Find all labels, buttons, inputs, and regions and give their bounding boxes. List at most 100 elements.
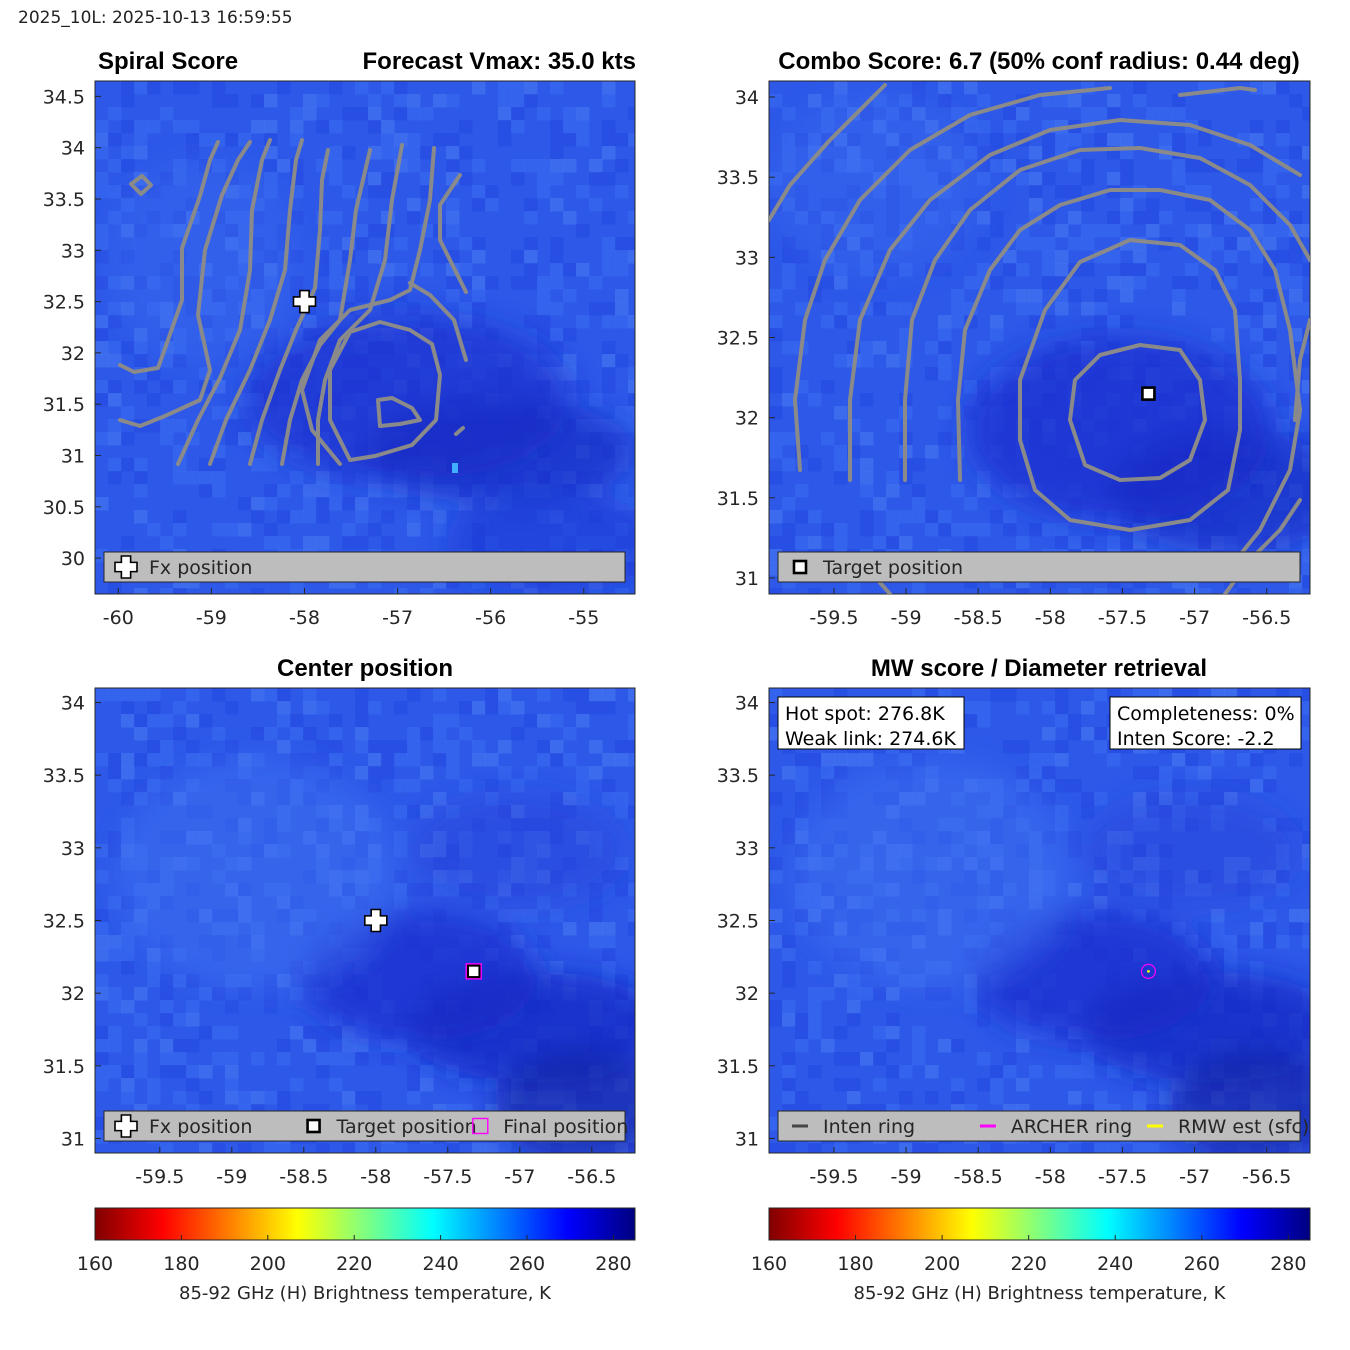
x-tick-label: -58: [1035, 607, 1066, 629]
archer-ring-marker: [1140, 963, 1157, 979]
colorbar-tick-label: 220: [1011, 1253, 1047, 1275]
y-tick-label: 34: [735, 693, 759, 715]
textbox-frame: [1109, 696, 1302, 750]
x-tick-label: -59.5: [135, 1166, 184, 1188]
colorbar-tick-label: 160: [77, 1253, 113, 1275]
y-tick-label: 34: [735, 87, 759, 109]
contour-line: [208, 138, 304, 466]
y-tick-label: 33.5: [717, 765, 759, 787]
legend-label: Fx position: [149, 1116, 252, 1138]
rmw-est-marker: [1147, 969, 1150, 973]
center-cold-band: [116, 757, 635, 1153]
y-tick-label: 33: [61, 240, 85, 262]
x-tick-label: -58.5: [954, 1166, 1003, 1188]
y-tick-label: 33.5: [43, 189, 85, 211]
mw-title: MW score / Diameter retrieval: [871, 655, 1207, 682]
legend-box: [777, 1110, 1301, 1142]
x-tick-label: -57: [382, 607, 413, 629]
contour-line: [903, 146, 1310, 482]
center-heatmap: [95, 688, 635, 1153]
contour-line: [376, 396, 422, 428]
mw-axes: -59.5 -59 -58.5 -58 -57.5 -57 -56.5 31 31.5 32 32.…: [717, 693, 1292, 1188]
colorbar-label: 85-92 GHz (H) Brightness temperature, K: [179, 1283, 552, 1304]
colorbar-tick-label: 160: [751, 1253, 787, 1275]
fx-position-marker: [114, 1114, 138, 1138]
colorbar-tick-label: 200: [924, 1253, 960, 1275]
contour-line: [118, 140, 220, 374]
target-position-marker: [792, 559, 808, 575]
colorbar-tick-label: 200: [250, 1253, 286, 1275]
spiral-legend: Fx position: [103, 551, 626, 583]
y-tick-label: 33: [735, 247, 759, 269]
spiral-heatmap: [95, 81, 635, 594]
x-tick-label: -58.5: [279, 1166, 328, 1188]
colorbar-tick-label: 220: [336, 1253, 372, 1275]
x-tick-label: -58: [360, 1166, 391, 1188]
y-tick-label: 32.5: [717, 328, 759, 350]
y-tick-label: 31.5: [717, 488, 759, 510]
y-tick-label: 32.5: [43, 292, 85, 314]
legend-label: Final position: [503, 1116, 628, 1138]
center-axes: -59.5 -59 -58.5 -58 -57.5 -57 -56.5 31 31.5 32 32.…: [43, 693, 617, 1188]
colorbar-tick-label: 260: [509, 1253, 545, 1275]
y-tick-label: 31.5: [717, 1056, 759, 1078]
y-tick-label: 34: [61, 693, 85, 715]
center-markers: [364, 908, 482, 980]
contour-line: [118, 140, 252, 428]
y-tick-label: 33.5: [43, 765, 85, 787]
spiral-cold-band: [105, 157, 635, 594]
contour-line: [454, 426, 465, 436]
colorbar-tick-label: 260: [1184, 1253, 1220, 1275]
textbox-line: Inten Score: -2.2: [1117, 728, 1275, 750]
contour-line: [176, 138, 272, 466]
y-tick-label: 33: [735, 838, 759, 860]
mw-heatmap: [769, 688, 1310, 1153]
spiral-frame: [94, 80, 636, 595]
cb-left: 160 180 200 220 240 260 280 85-92 GHz (H) Brigh…: [77, 1207, 636, 1304]
y-tick-label: 30: [61, 548, 85, 570]
y-tick-label: 32: [61, 343, 85, 365]
x-tick-label: -58: [1035, 1166, 1066, 1188]
y-tick-label: 31: [61, 445, 85, 467]
target-position-marker: [306, 1118, 321, 1134]
colorbar-gradient: [768, 1207, 1311, 1241]
combo-axes: -59.5 -59 -58.5 -58 -57.5 -57 -56.5 31 31.5 32 32.…: [717, 87, 1292, 629]
spiral-title-right: Forecast Vmax: 35.0 kts: [363, 48, 636, 75]
x-tick-label: -60: [103, 607, 134, 629]
mw-legend: Inten ring ARCHER ring RMW est (sfc): [777, 1110, 1309, 1142]
x-tick-label: -57.5: [1098, 1166, 1147, 1188]
x-tick-label: -57: [1179, 607, 1210, 629]
mw-textbox-left: Hot spot: 276.8K Weak link: 274.6K: [777, 696, 965, 750]
y-tick-label: 32: [735, 408, 759, 430]
x-tick-label: -57: [1179, 1166, 1210, 1188]
fx-position-marker: [292, 289, 317, 314]
contour-line: [408, 281, 468, 362]
x-tick-label: -58: [289, 607, 320, 629]
colorbar-label: 85-92 GHz (H) Brightness temperature, K: [854, 1283, 1227, 1304]
mw-markers: [1140, 963, 1157, 979]
contour-line: [1178, 86, 1257, 97]
contour-line: [793, 86, 1112, 472]
textbox-line: Completeness: 0%: [1117, 703, 1295, 725]
legend-label: Target position: [822, 557, 963, 579]
y-tick-label: 31: [735, 1128, 759, 1150]
x-tick-label: -56: [475, 607, 506, 629]
y-tick-label: 32.5: [717, 911, 759, 933]
y-tick-label: 31: [735, 568, 759, 590]
y-tick-label: 32: [61, 983, 85, 1005]
colorbar-tick-label: 180: [837, 1253, 873, 1275]
y-tick-label: 31.5: [43, 1056, 85, 1078]
contour-line: [129, 174, 153, 196]
figure-suptitle: 2025_10L: 2025-10-13 16:59:55: [18, 8, 293, 28]
legend-label: Inten ring: [823, 1116, 915, 1138]
center-title: Center position: [277, 655, 453, 682]
target-position-marker: [1141, 386, 1156, 401]
legend-label: RMW est (sfc): [1178, 1116, 1309, 1138]
colorbar-tick-label: 280: [1270, 1253, 1306, 1275]
y-tick-label: 32: [735, 983, 759, 1005]
x-tick-label: -56.5: [1242, 1166, 1291, 1188]
y-tick-label: 34.5: [43, 86, 85, 108]
contour-line: [300, 146, 436, 466]
x-tick-label: -56.5: [567, 1166, 616, 1188]
y-tick-label: 31.5: [43, 394, 85, 416]
